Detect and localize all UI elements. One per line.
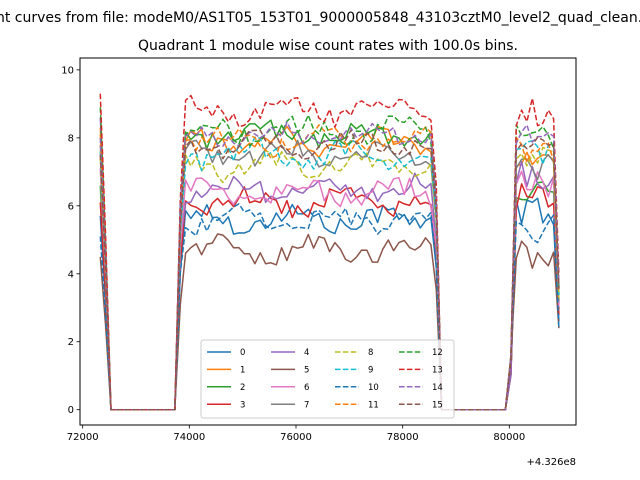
series-layer	[99, 93, 560, 411]
x-tick-label: 72000	[67, 432, 99, 443]
y-tick-label: 4	[68, 269, 74, 280]
legend-label: 4	[304, 348, 309, 358]
x-tick-label: 78000	[387, 432, 419, 443]
legend-label: 9	[368, 366, 373, 376]
y-tick-label: 2	[68, 337, 74, 348]
legend-entry: 14	[399, 383, 443, 393]
legend-label: 8	[368, 348, 373, 358]
legend-label: 12	[432, 348, 443, 358]
x-axis: 72000 74000 76000 78000 80000	[67, 425, 525, 443]
y-tick-label: 0	[68, 405, 74, 416]
y-tick: 2	[68, 337, 80, 348]
legend-entry: 15	[399, 400, 443, 410]
y-tick-label: 8	[68, 133, 74, 144]
plot-frame	[79, 57, 577, 426]
legend-label: 7	[304, 400, 309, 410]
legend-label: 13	[432, 366, 443, 376]
x-tick: 72000	[67, 425, 99, 443]
legend-label: 11	[368, 400, 379, 410]
legend-entry: 1	[207, 366, 245, 376]
legend-entry: 6	[271, 383, 309, 393]
x-tick-label: 74000	[173, 432, 205, 443]
x-tick: 78000	[387, 425, 419, 443]
legend-label: 3	[240, 400, 245, 410]
chart-title: Quadrant 1 module wise count rates with …	[138, 38, 518, 54]
legend-entry: 5	[271, 366, 309, 376]
x-tick: 80000	[493, 425, 525, 443]
legend-entry: 8	[335, 348, 373, 358]
figure-suptitle: Light curves from file: modeM0/AS1T05_15…	[0, 10, 640, 26]
legend-entry: 10	[335, 383, 379, 393]
legend-entry: 12	[399, 348, 443, 358]
legend-label: 1	[240, 366, 245, 376]
y-tick: 6	[68, 201, 80, 212]
y-tick: 8	[68, 133, 80, 144]
y-tick: 0	[68, 405, 80, 416]
legend-label: 0	[240, 348, 245, 358]
legend-entry: 0	[207, 348, 245, 358]
legend-entry: 11	[335, 400, 379, 410]
y-tick-label: 10	[61, 65, 74, 76]
legend-label: 14	[432, 383, 443, 393]
y-tick: 10	[61, 65, 80, 76]
legend-label: 6	[304, 383, 309, 393]
x-tick: 74000	[173, 425, 205, 443]
legend-label: 10	[368, 383, 379, 393]
y-tick: 4	[68, 269, 80, 280]
x-offset-label: +4.326e8	[526, 457, 576, 468]
x-tick: 76000	[280, 425, 312, 443]
legend-entry: 3	[207, 400, 245, 410]
x-tick-label: 76000	[280, 432, 312, 443]
legend-label: 5	[304, 366, 309, 376]
legend-entry: 4	[271, 348, 309, 358]
y-tick-label: 6	[68, 201, 74, 212]
legend-box	[200, 339, 455, 419]
legend-entry: 7	[271, 400, 309, 410]
legend-label: 15	[432, 400, 443, 410]
series-line-15	[99, 129, 560, 411]
legend-entry: 9	[335, 366, 373, 376]
legend-label: 2	[240, 383, 245, 393]
y-axis: 0 2 4 6 8 10	[61, 65, 80, 416]
legend-entry: 2	[207, 383, 245, 393]
legend-entry: 13	[399, 366, 443, 376]
x-tick-label: 80000	[493, 432, 525, 443]
